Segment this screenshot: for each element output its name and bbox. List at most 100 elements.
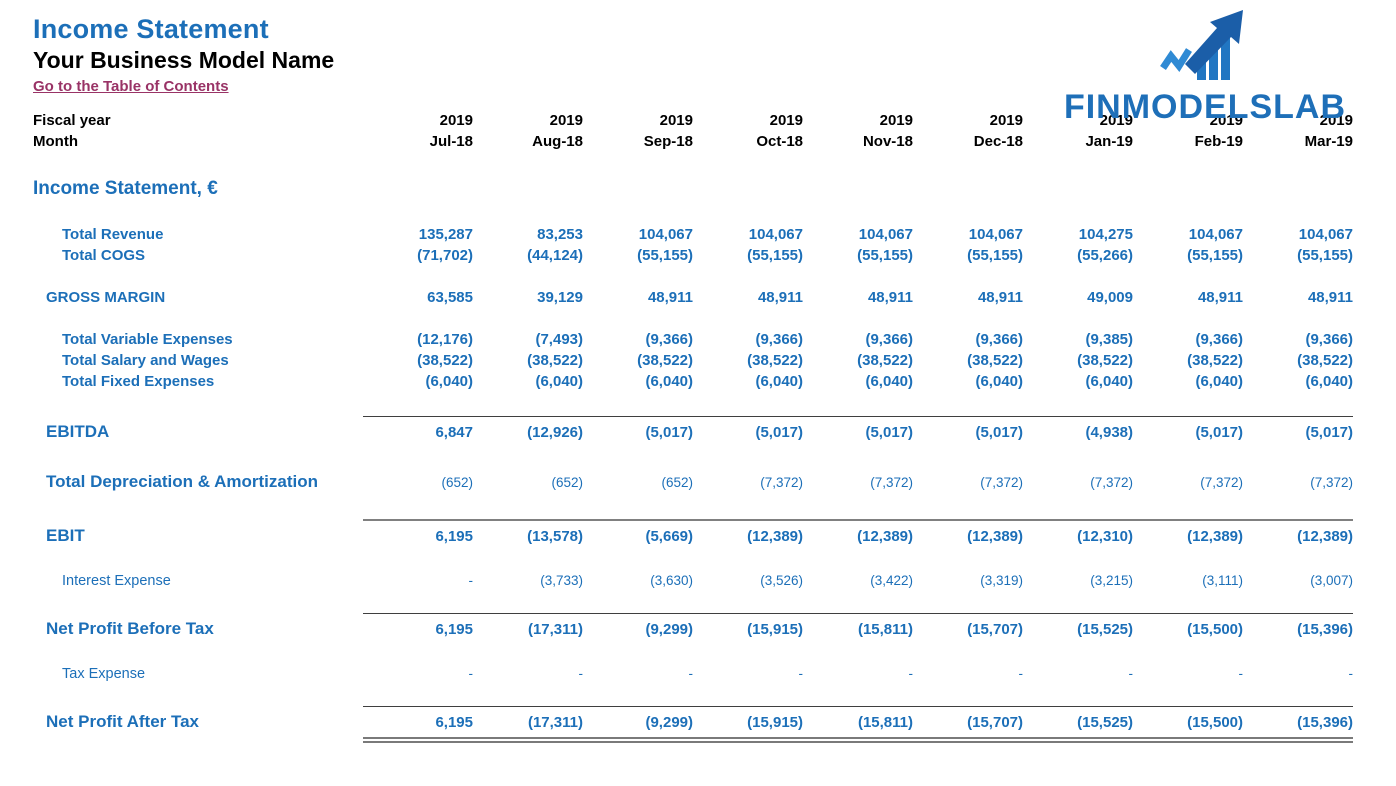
value-cell: (6,040): [1195, 373, 1243, 390]
page-subtitle: Your Business Model Name: [33, 47, 335, 73]
value-cell: (12,389): [1297, 528, 1353, 545]
row-label: GROSS MARGIN: [46, 289, 166, 306]
value-cell: (13,578): [527, 528, 583, 545]
value-cell: (15,811): [857, 621, 913, 638]
month-cell: Oct-18: [756, 133, 803, 150]
month-cell: Feb-19: [1194, 133, 1243, 150]
value-cell: 48,911: [647, 289, 693, 306]
fiscal-year-cell: 2019: [1319, 112, 1353, 129]
table-row: Net Profit Before Tax 6,195 (17,311) (9,29…: [33, 613, 1363, 642]
value-cell: (6,040): [535, 373, 583, 390]
row-values: (6,040) (6,040) (6,040) (6,040) (6,040) (6,04…: [363, 371, 1353, 392]
value-cell: 104,067: [1298, 226, 1353, 243]
fiscal-year-cell: 2019: [439, 112, 473, 129]
value-cell: (7,372): [1090, 475, 1133, 490]
row-values: - (3,733) (3,630) (3,526) (3,422) (3,319) (3,2…: [363, 570, 1354, 591]
value-cell: -: [468, 666, 474, 681]
table-row: Interest Expense - (3,733) (3,630) (3,526) (…: [33, 570, 1363, 592]
table-of-contents-link[interactable]: Go to the Table of Contents: [33, 78, 229, 95]
value-cell: (15,525): [1077, 714, 1133, 731]
row-label: Total Variable Expenses: [62, 331, 233, 348]
month-cell: Jul-18: [429, 133, 473, 150]
value-cell: (38,522): [637, 352, 693, 369]
value-cell: (44,124): [527, 247, 583, 264]
value-cell: (7,372): [1200, 475, 1243, 490]
row-label: Total Revenue: [62, 226, 164, 243]
value-cell: (9,366): [755, 331, 803, 348]
value-cell: (5,669): [645, 528, 693, 545]
value-cell: (38,522): [1187, 352, 1243, 369]
value-cell: (15,811): [857, 714, 913, 731]
value-cell: (38,522): [527, 352, 583, 369]
table-row: EBIT 6,195 (13,578) (5,669) (12,389) (12,389…: [33, 519, 1363, 549]
row-label: Total Salary and Wages: [62, 352, 229, 369]
value-cell: 48,911: [1307, 289, 1353, 306]
month-label: Month: [33, 133, 78, 150]
value-cell: (652): [661, 475, 693, 490]
finmodelslab-logo: FINMODELSLAB: [1052, 6, 1358, 127]
fiscal-year-cell: 2019: [659, 112, 693, 129]
value-cell: (12,389): [967, 528, 1023, 545]
value-cell: (6,040): [865, 373, 913, 390]
row-values: (38,522) (38,522) (38,522) (38,522) (38,522)…: [363, 350, 1353, 371]
row-values: 6,195 (17,311) (9,299) (15,915) (15,811) (15,…: [363, 706, 1353, 743]
value-cell: (55,155): [967, 247, 1023, 264]
table-row: Tax Expense - - - - - - - - -: [33, 663, 1363, 685]
fiscal-year-cell: 2019: [1099, 112, 1133, 129]
value-cell: (55,155): [1187, 247, 1243, 264]
value-cell: (3,733): [540, 573, 583, 588]
table-row: Total Depreciation & Amortization (652) (…: [33, 469, 1363, 495]
value-cell: -: [468, 573, 474, 588]
value-cell: 6,195: [435, 621, 473, 638]
table-row: GROSS MARGIN 63,585 39,129 48,911 48,911 48,…: [33, 287, 1363, 308]
value-cell: (6,040): [1085, 373, 1133, 390]
value-cell: (6,040): [1305, 373, 1353, 390]
row-label: Net Profit After Tax: [46, 712, 200, 731]
value-cell: (15,707): [967, 714, 1023, 731]
value-cell: -: [1018, 666, 1024, 681]
value-cell: 63,585: [427, 289, 473, 306]
row-values: 6,847 (12,926) (5,017) (5,017) (5,017) (5,017…: [363, 416, 1353, 445]
value-cell: (15,500): [1187, 714, 1243, 731]
row-values: (12,176) (7,493) (9,366) (9,366) (9,366) (9,3…: [363, 329, 1353, 350]
value-cell: (5,017): [755, 424, 803, 441]
value-cell: (12,389): [857, 528, 913, 545]
table-row: EBITDA 6,847 (12,926) (5,017) (5,017) (5,017…: [33, 416, 1363, 445]
value-cell: 83,253: [537, 226, 583, 243]
value-cell: (7,372): [870, 475, 913, 490]
value-cell: (17,311): [527, 621, 583, 638]
value-cell: (3,215): [1090, 573, 1133, 588]
value-cell: 48,911: [867, 289, 913, 306]
value-cell: 104,067: [968, 226, 1023, 243]
value-cell: (38,522): [1077, 352, 1133, 369]
value-cell: (12,926): [527, 424, 583, 441]
row-values: (652) (652) (652) (7,372) (7,372) (7,372) (7,3…: [363, 470, 1353, 495]
month-row: Month Jul-18 Aug-18 Sep-18 Oct-18 Nov-18 Dec-…: [33, 131, 1363, 152]
logo-brand-text: FINMODELSLAB: [1063, 88, 1347, 126]
fiscal-year-values: 2019 2019 2019 2019 2019 2019 2019 2019 2019: [363, 110, 1353, 131]
value-cell: 6,195: [435, 714, 473, 731]
value-cell: -: [688, 666, 694, 681]
value-cell: (9,366): [975, 331, 1023, 348]
value-cell: (9,366): [865, 331, 913, 348]
value-cell: (3,422): [870, 573, 913, 588]
month-values: Jul-18 Aug-18 Sep-18 Oct-18 Nov-18 Dec-18 Jan-…: [363, 131, 1353, 152]
value-cell: 49,009: [1087, 289, 1133, 306]
value-cell: (9,299): [645, 714, 693, 731]
value-cell: (5,017): [1195, 424, 1243, 441]
value-cell: (7,372): [1310, 475, 1353, 490]
month-cell: Nov-18: [862, 133, 913, 150]
table-row: Total Revenue 135,287 83,253 104,067 104,06…: [33, 224, 1363, 245]
month-cell: Sep-18: [643, 133, 693, 150]
table-row: Total Variable Expenses (12,176) (7,493)(…: [33, 329, 1363, 350]
value-cell: (5,017): [1305, 424, 1353, 441]
value-cell: 39,129: [537, 289, 583, 306]
value-cell: 135,287: [418, 226, 473, 243]
bar-chart-growth-arrow-icon: [1160, 10, 1243, 80]
value-cell: (6,040): [645, 373, 693, 390]
value-cell: (12,389): [1187, 528, 1243, 545]
table-row: Total Fixed Expenses (6,040) (6,040) (6,04…: [33, 371, 1363, 392]
value-cell: (9,385): [1085, 331, 1133, 348]
row-label: Total Depreciation & Amortization: [46, 472, 319, 491]
